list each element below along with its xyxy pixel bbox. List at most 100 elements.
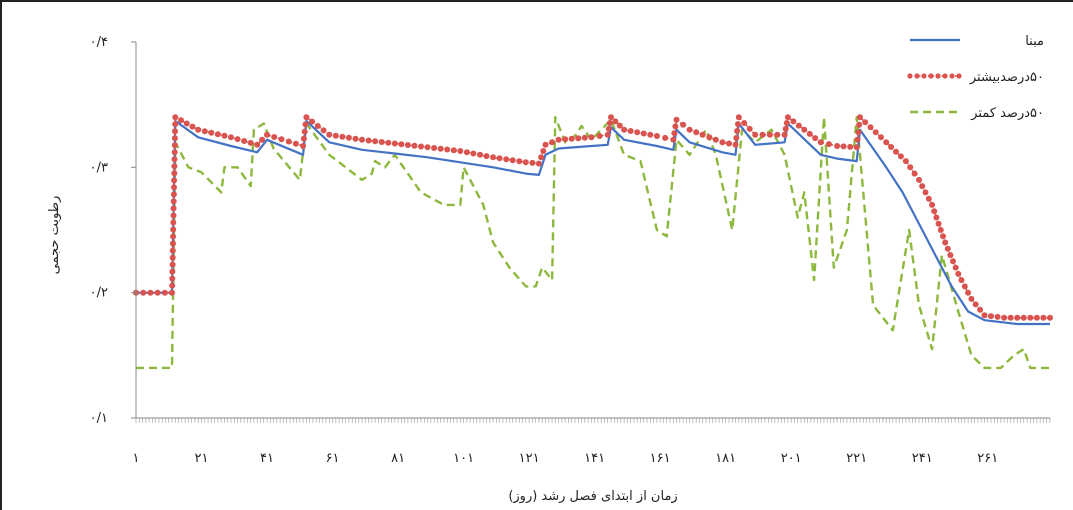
series-marker [303, 114, 310, 121]
series-marker [1007, 314, 1014, 321]
series-marker [925, 195, 932, 202]
series-marker [616, 122, 623, 129]
series-marker [596, 133, 603, 139]
series-marker [766, 131, 773, 138]
series-marker [958, 277, 965, 284]
series-marker [170, 219, 177, 226]
y-axis-title: رطوبت حجمی [47, 196, 62, 275]
x-tick-label: ۸۱ [391, 451, 405, 466]
series-marker [169, 261, 176, 268]
series-marker [888, 144, 895, 150]
axis-layer: ۰/۱۰/۲۰/۳۰/۴ ۱ ۲۱ ۴۱ ۶۱ ۸۱ ۱۰۱ ۱۲۱ ۱۴۱ ۱۶۱ ۱۸۱ ۲۰۱… [90, 35, 1051, 466]
series-marker [147, 289, 154, 296]
series-marker [418, 143, 424, 150]
x-tick-label: ۱۴۱ [584, 451, 605, 466]
legend-item-plus50: ۵۰درصدبیشتر [907, 70, 1044, 85]
series-marker [535, 160, 542, 167]
series-marker [856, 121, 863, 128]
series-marker [170, 198, 177, 205]
x-tick-label: ۱۰۱ [453, 451, 474, 466]
series-marker [608, 114, 614, 121]
series-marker [1047, 314, 1053, 321]
series-marker [201, 128, 208, 135]
series-marker [463, 149, 470, 156]
series-marker [542, 141, 549, 148]
series-marker [840, 143, 847, 150]
series-marker [522, 159, 529, 166]
series-marker [516, 158, 523, 165]
legend-label-plus50: ۵۰درصدبیشتر [969, 70, 1044, 85]
series-marker [759, 131, 766, 138]
series-marker [862, 119, 869, 126]
legend-marker [935, 73, 941, 79]
series-marker [457, 148, 464, 154]
series-marker [169, 289, 175, 296]
series-marker [1014, 314, 1021, 321]
series-marker [671, 130, 678, 137]
legend: مبنا ۵۰درصدبیشتر ۵۰درصد کمتر [907, 34, 1044, 121]
series-marker [933, 214, 940, 221]
series-marker [988, 313, 994, 320]
series-marker [834, 143, 841, 149]
series-marker [300, 143, 307, 149]
series-marker [398, 141, 405, 148]
series-marker [221, 132, 228, 139]
series-marker [662, 134, 669, 141]
series-marker [735, 121, 741, 128]
series-marker [855, 129, 862, 136]
series-marker [919, 183, 926, 190]
x-tick-label: ۱۲۱ [519, 451, 540, 466]
legend-marker [907, 73, 913, 79]
legend-label-base: مبنا [1025, 34, 1044, 49]
series-marker [285, 138, 292, 145]
series-marker [562, 136, 569, 143]
series-marker [314, 123, 321, 129]
series-marker [140, 289, 147, 296]
series-marker [496, 155, 503, 162]
series-marker [733, 134, 740, 141]
series-marker [171, 149, 178, 156]
legend-marker [921, 73, 927, 79]
series-marker [214, 131, 221, 138]
series-marker [853, 144, 860, 151]
series-marker [208, 129, 215, 136]
series-marker [278, 136, 285, 143]
series-marker [581, 134, 588, 141]
series-marker [801, 126, 808, 133]
series-marker [784, 114, 791, 121]
series-marker [817, 139, 824, 146]
x-minor-ticks [135, 418, 1051, 423]
series-marker [806, 130, 813, 137]
legend-marker [914, 73, 920, 79]
y-tick-label: ۰/۳ [90, 160, 108, 175]
series-marker [170, 212, 177, 219]
series-marker [195, 126, 202, 133]
series-marker [942, 239, 949, 246]
series-marker [605, 125, 612, 132]
series-marker [365, 137, 372, 144]
y-tick-label: ۰/۴ [90, 35, 108, 50]
series-marker [735, 114, 742, 121]
series-marker [171, 170, 178, 177]
series-marker [326, 131, 333, 138]
series-marker [254, 141, 261, 148]
legend-item-base: مبنا [910, 34, 1044, 49]
series-marker [916, 176, 922, 183]
series-marker [171, 142, 178, 149]
series-marker [955, 270, 962, 277]
series-marker [782, 125, 789, 132]
series-marker [604, 131, 611, 138]
series-marker [169, 247, 176, 254]
series-marker [178, 117, 184, 124]
series-marker [907, 164, 914, 171]
series-marker [726, 140, 732, 147]
series-marker [490, 154, 497, 161]
x-tick-label: ۴۱ [260, 451, 274, 466]
y-tick-label: ۰/۲ [90, 286, 108, 301]
series-marker [169, 268, 176, 275]
series-marker [854, 136, 861, 143]
series-marker [378, 139, 385, 145]
x-tick-label: ۱۶۱ [650, 451, 671, 466]
